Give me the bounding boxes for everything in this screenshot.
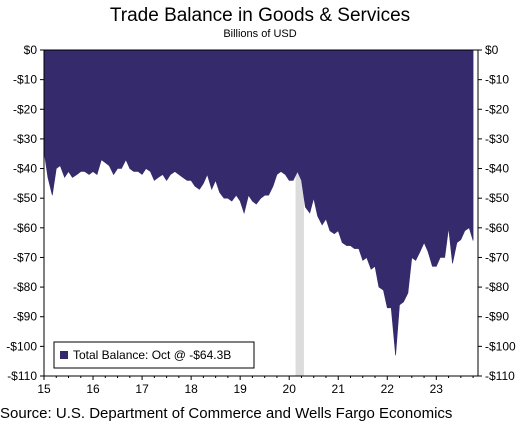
legend-label: Total Balance: Oct @ -$64.3B <box>73 348 231 362</box>
legend-swatch <box>60 351 68 359</box>
y-tick-label-right: -$40 <box>485 162 509 176</box>
y-tick-label-left: -$20 <box>13 102 37 116</box>
x-tick-label: 23 <box>430 382 444 396</box>
chart-subtitle: Billions of USD <box>223 28 297 40</box>
recession-shading <box>295 50 304 376</box>
y-tick-label-right: -$110 <box>485 369 515 383</box>
x-tick-label: 20 <box>283 382 297 396</box>
chart-title: Trade Balance in Goods & Services <box>109 5 411 26</box>
y-tick-label-left: -$40 <box>13 162 37 176</box>
x-tick-label: 15 <box>37 382 51 396</box>
x-tick-label: 18 <box>184 382 198 396</box>
x-tick-label: 21 <box>332 382 346 396</box>
y-tick-label-left: -$50 <box>13 191 37 205</box>
y-tick-label-left: $0 <box>24 43 38 57</box>
y-tick-label-right: -$60 <box>485 221 509 235</box>
y-tick-label-left: -$30 <box>13 132 37 146</box>
x-tick-label: 22 <box>381 382 395 396</box>
y-tick-label-left: -$90 <box>13 310 37 324</box>
y-tick-label-right: -$10 <box>485 73 509 87</box>
legend-box <box>53 341 255 369</box>
x-tick-label: 19 <box>233 382 247 396</box>
y-tick-label-left: -$60 <box>13 221 37 235</box>
x-tick-label: 17 <box>135 382 149 396</box>
y-tick-label-left: -$110 <box>7 369 37 383</box>
y-tick-label-left: -$100 <box>6 339 37 353</box>
series-area-total-balance <box>43 49 474 356</box>
y-tick-label-right: -$50 <box>485 191 509 205</box>
y-tick-label-right: -$80 <box>485 280 509 294</box>
chart-source: Source: U.S. Department of Commerce and … <box>0 405 453 422</box>
plot-frame <box>43 49 479 377</box>
y-tick-label-left: -$80 <box>13 280 37 294</box>
y-tick-label-right: -$90 <box>485 310 509 324</box>
y-tick-label-right: -$30 <box>485 132 509 146</box>
y-tick-label-right: -$20 <box>485 102 509 116</box>
y-tick-label-left: -$10 <box>13 73 37 87</box>
y-tick-label-right: -$100 <box>485 339 516 353</box>
y-tick-label-right: -$70 <box>485 250 509 264</box>
y-tick-label-left: -$70 <box>13 250 37 264</box>
x-tick-label: 16 <box>86 382 100 396</box>
y-tick-label-right: $0 <box>485 43 499 57</box>
